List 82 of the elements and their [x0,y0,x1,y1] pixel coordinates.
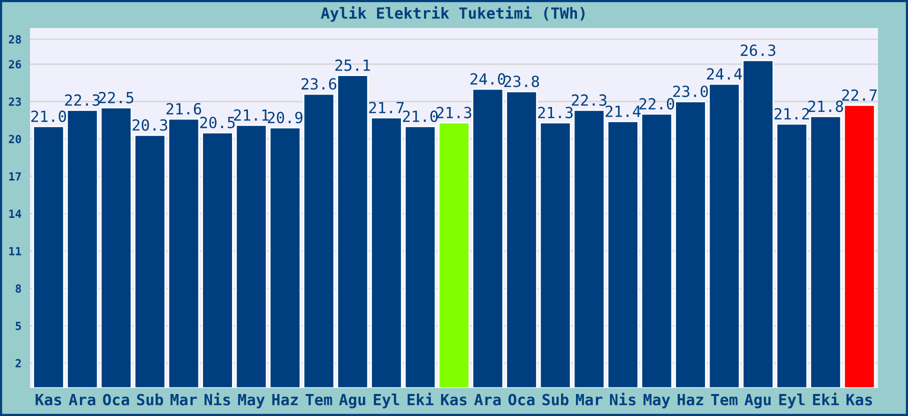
x-tick-label: Sub [137,394,164,406]
y-tick-label: 20 [8,134,21,144]
x-tick-label: Eki [813,392,839,406]
data-label: 22.3 [65,94,100,106]
x-tick-label: Mar [576,394,602,406]
data-label: 22.7 [842,89,877,101]
x-tick-label: Tem [711,394,738,406]
x-tick-label: May [238,394,265,408]
data-label: 21.7 [369,102,404,114]
bar [742,60,774,388]
x-tick-label: May [644,394,670,408]
bar [844,104,876,388]
data-label: 21.3 [436,106,472,118]
data-label: 22.5 [98,92,134,104]
bar [168,118,200,388]
data-label: 21.0 [402,110,438,122]
data-label: 24.4 [707,68,742,80]
x-tick-label: Agu [339,394,366,408]
bar [506,90,538,388]
x-tick-label: Eyl [374,394,400,408]
bar [269,126,301,388]
x-tick-label: Eyl [779,394,805,408]
data-label: 21.8 [808,100,844,112]
x-tick-label: Sub [542,394,568,406]
x-tick-label: Nis [204,392,230,406]
data-label: 23.0 [673,86,708,98]
y-tick-label: 8 [16,284,21,293]
x-tick-label: Ara [474,394,501,406]
y-tick-label: 17 [9,172,21,180]
data-label: 21.1 [234,109,269,121]
y-tick-label: 23 [8,97,21,106]
x-tick-label: Eki [408,392,434,406]
bar [607,120,639,388]
data-label: 21.0 [31,110,66,122]
data-label: 21.4 [606,106,641,117]
y-tick-label: 14 [9,210,22,218]
x-tick-label: Nis [610,392,636,406]
bar [674,100,706,388]
bar [66,110,98,388]
data-label: 20.3 [132,119,168,131]
x-tick-label: Kas [441,394,467,406]
bar [708,83,740,388]
x-tick-label: Agu [744,394,771,408]
chart-title: Aylik Elektrik Tuketimi (TWh) [320,6,585,22]
bar [32,126,64,388]
data-label: 24.0 [470,73,506,85]
bar [100,107,132,388]
y-tick-label: 28 [8,35,21,44]
x-tick-label: Mar [170,394,197,406]
x-tick-label: Kas [846,394,872,406]
bar [235,124,268,388]
y-tick-label: 5 [16,322,21,330]
bar [472,88,504,388]
data-label: 20.5 [200,116,235,128]
y-tick-label: 2 [16,359,21,368]
y-tick-label: 11 [9,247,22,256]
data-label: 20.9 [268,112,302,124]
bar [438,122,470,388]
bar [810,116,842,388]
bar [640,113,673,388]
x-tick-label: Oca [103,394,130,406]
data-label: 22.3 [572,94,606,106]
x-tick-label: Ara [68,394,96,406]
x-tick-label: Kas [36,394,62,406]
x-tick-label: Oca [508,394,534,406]
data-label: 25.1 [335,59,370,71]
data-label: 21.6 [166,103,202,115]
y-tick-label: 26 [8,60,22,69]
data-label: 26.3 [740,44,776,56]
bar [370,116,402,388]
data-label: 21.3 [538,106,573,118]
data-label: 22.0 [639,98,674,110]
data-label: 23.8 [504,76,539,88]
bar [202,132,234,388]
x-tick-label: Tem [306,394,332,406]
bar [776,123,808,388]
data-label: 23.6 [302,78,336,90]
data-label: 21.2 [774,108,809,120]
x-tick-label: Haz [678,394,704,406]
bar [404,126,436,388]
x-tick-label: Haz [272,394,298,406]
bar [134,134,166,388]
